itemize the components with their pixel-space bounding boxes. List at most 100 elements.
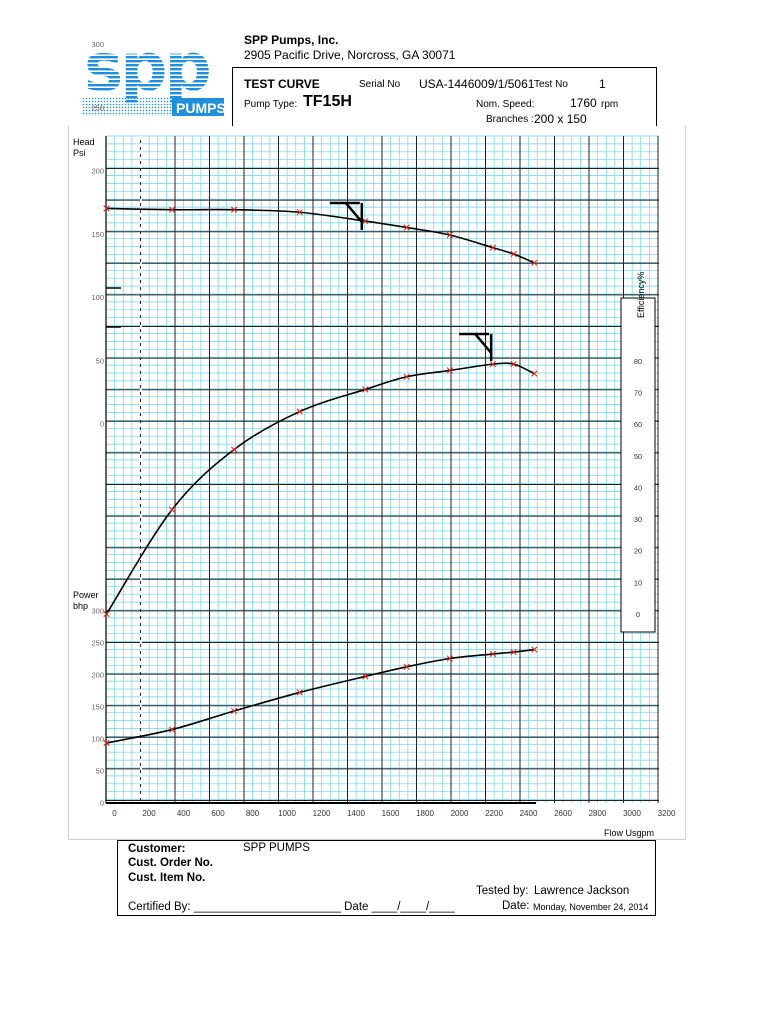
branches-label: Branches : <box>486 114 534 125</box>
test-point-stroke <box>296 209 303 216</box>
test-point-stroke <box>531 370 538 377</box>
x-tick-label: 2000 <box>451 809 469 818</box>
head-test-point <box>296 209 303 216</box>
head-axis-label-line1: Head <box>73 137 95 147</box>
serial-value: USA-1446009/1/5061 <box>419 77 535 91</box>
head-test-point <box>362 217 369 225</box>
test-point-stroke <box>489 360 497 368</box>
logo-pumps-text: PUMPS <box>176 100 224 116</box>
efficiency-duty-mark <box>459 332 493 361</box>
efficiency-tick-label: 30 <box>634 515 642 524</box>
test-point-stroke <box>168 206 176 213</box>
test-point-stroke <box>446 231 453 239</box>
efficiency-test-point <box>446 367 453 374</box>
customer-label: Customer: <box>128 843 186 855</box>
efficiency-tick-label: 50 <box>634 452 642 461</box>
power-test-point <box>362 673 369 680</box>
test-point-stroke <box>531 259 538 266</box>
date-value: Monday, November 24, 2014 <box>533 902 649 912</box>
efficiency-curve <box>105 362 535 615</box>
head-test-point <box>446 231 453 239</box>
head-tick-label: 0 <box>100 420 104 429</box>
efficiency-tick-label: 40 <box>634 483 642 492</box>
test-point-stroke <box>103 205 110 212</box>
test-point-stroke <box>168 506 176 513</box>
head-test-point <box>103 205 110 212</box>
test-point-stroke <box>362 386 369 393</box>
duty-mark-stroke <box>474 333 493 354</box>
x-tick-label: 400 <box>177 809 191 818</box>
efficiency-test-point <box>230 446 238 453</box>
efficiency-test-point <box>403 373 410 380</box>
power-test-point <box>446 655 453 662</box>
power-axis-label-line1: Power <box>73 590 99 600</box>
power-tick-label: 100 <box>91 735 104 744</box>
test-point-stroke <box>168 726 176 733</box>
x-axis-label: Flow Usgpm <box>604 828 654 838</box>
footer-box: Customer: SPP PUMPS Cust. Order No. Cust… <box>117 840 656 916</box>
x-tick-label: 0 <box>112 809 117 818</box>
head-test-point <box>230 206 238 213</box>
nom-speed-value: 1760 <box>570 96 597 110</box>
test-point-stroke <box>489 650 497 658</box>
efficiency-tick-label: 20 <box>634 547 642 556</box>
test-curve-label: TEST CURVE <box>244 77 320 91</box>
test-point-stroke <box>362 217 369 225</box>
efficiency-tick-label: 70 <box>634 389 642 398</box>
head-test-point <box>531 259 538 266</box>
test-point-stroke <box>510 360 517 368</box>
company-address: 2905 Pacific Drive, Norcross, GA 30071 <box>244 48 456 62</box>
pump-type-label: Pump Type: <box>244 99 298 110</box>
head-duty-mark <box>329 201 364 230</box>
head-tick-label: 100 <box>91 293 104 302</box>
efficiency-tick-label: 60 <box>634 420 642 429</box>
head-test-point <box>510 250 517 258</box>
power-tick-label: 50 <box>96 767 104 776</box>
power-test-point <box>168 726 176 733</box>
serial-label: Serial No <box>359 79 401 90</box>
power-axis-label-line2: bhp <box>73 601 88 611</box>
customer-value: SPP PUMPS <box>243 842 310 854</box>
test-point-stroke <box>510 250 517 258</box>
test-point-stroke <box>446 655 453 662</box>
power-tick-label: 200 <box>91 671 104 680</box>
spp-logo-graphic: spp PUMPS <box>82 29 226 116</box>
power-test-point <box>403 663 410 670</box>
x-tick-label: 1600 <box>382 809 400 818</box>
head-tick-label: 250 <box>91 103 104 112</box>
test-point-stroke <box>489 244 497 251</box>
test-point-stroke <box>403 373 410 380</box>
x-tick-label: 3000 <box>623 809 641 818</box>
efficiency-scale-box <box>620 297 656 633</box>
test-no-value: 1 <box>599 77 606 91</box>
efficiency-test-point <box>103 610 110 618</box>
head-axis-label-line2: Psi <box>73 148 86 158</box>
efficiency-test-point <box>510 360 517 368</box>
efficiency-axis-layer: 80 70 60 50 40 30 20 10 0 <box>634 357 642 619</box>
power-tick-label: 250 <box>91 639 104 648</box>
test-point-stroke <box>230 446 238 453</box>
efficiency-tick-label: 80 <box>634 357 642 366</box>
x-tick-label: 1000 <box>278 809 296 818</box>
test-point-stroke <box>403 224 410 231</box>
efficiency-tick-label: 10 <box>634 578 642 587</box>
power-test-point <box>296 689 303 696</box>
x-tick-label: 200 <box>142 809 156 818</box>
logo-letters: spp <box>84 40 210 106</box>
head-tick-label: 50 <box>96 356 104 365</box>
power-curve <box>106 648 535 744</box>
head-test-point <box>489 244 497 251</box>
head-curve <box>106 207 535 264</box>
x-tick-label: 2400 <box>520 809 538 818</box>
x-tick-label: 1800 <box>416 809 434 818</box>
chart-frame <box>68 126 686 840</box>
power-test-point <box>510 648 517 656</box>
head-tick-label: 200 <box>91 167 104 176</box>
power-test-point <box>531 646 538 653</box>
axes-layer: 4003503002502001501005003002502001501005… <box>91 40 675 818</box>
branches-value: 200 x 150 <box>534 112 587 126</box>
head-test-point <box>168 206 176 213</box>
date-label: Date: <box>502 900 530 912</box>
efficiency-tick-label: 0 <box>636 610 640 619</box>
tested-by-value: Lawrence Jackson <box>534 885 630 897</box>
